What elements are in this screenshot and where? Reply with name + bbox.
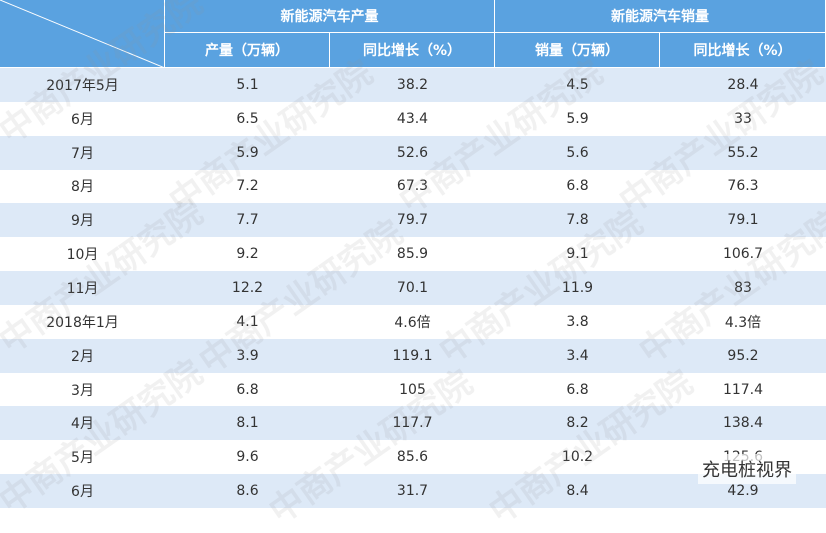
table-cell: 95.2	[660, 338, 826, 373]
table-cell: 117.4	[722, 381, 764, 398]
row-label: 4月	[0, 406, 165, 441]
table-cell: 119.1	[330, 338, 495, 373]
table-cell: 8.6	[165, 474, 330, 508]
row-label: 5月	[71, 450, 94, 467]
table-cell: 5.9	[165, 135, 330, 170]
row-label: 3月	[71, 382, 94, 399]
table-cell: 3.4	[495, 338, 660, 373]
table-cell: 3.8	[566, 313, 589, 330]
group-header: 新能源汽车销量	[495, 0, 826, 33]
table-cell: 4.1	[236, 313, 259, 330]
table-cell: 8.4	[495, 474, 660, 508]
table-cell: 12.2	[165, 271, 330, 305]
table-cell: 83	[660, 271, 826, 305]
table-cell: 7.7	[165, 203, 330, 238]
table-cell: 76.3	[727, 178, 759, 195]
table-cell: 6.5	[236, 110, 259, 127]
row-label: 9月	[0, 203, 165, 238]
table-cell: 6.8	[566, 381, 589, 398]
table-cell: 31.7	[330, 474, 495, 508]
table-cell: 4.3倍	[724, 314, 762, 331]
table-cell: 8.1	[165, 406, 330, 441]
table-cell: 138.4	[660, 406, 826, 441]
row-label: 6月	[0, 474, 165, 508]
table-cell: 105	[399, 381, 426, 398]
table-cell: 67.3	[396, 178, 429, 195]
row-label: 10月	[66, 247, 99, 264]
table-cell: 85.9	[396, 246, 429, 263]
column-header: 销量（万辆）	[495, 33, 660, 68]
table-cell: 9.6	[236, 449, 259, 466]
group-header: 新能源汽车产量	[165, 0, 495, 33]
table-cell: 38.2	[330, 68, 495, 102]
data-table: 新能源汽车产量 新能源汽车销量 产量（万辆） 同比增长（%） 销量（万辆） 同比增长（%）…	[0, 0, 826, 508]
table-cell: 9.2	[236, 246, 259, 263]
corner-diagonal	[0, 0, 165, 68]
table-cell: 6.8	[236, 381, 259, 398]
table-cell: 10.2	[561, 449, 594, 466]
table-cell: 28.4	[660, 68, 826, 102]
table-cell: 7.8	[495, 203, 660, 238]
table-cell: 4.5	[495, 68, 660, 102]
row-label: 7月	[0, 135, 165, 170]
row-label: 11月	[0, 271, 165, 305]
table-cell: 70.1	[330, 271, 495, 305]
table-cell: 5.1	[165, 68, 330, 102]
table-cell: 7.2	[236, 178, 259, 195]
table-cell: 33	[734, 110, 752, 127]
table-cell: 8.2	[495, 406, 660, 441]
table-cell: 117.7	[330, 406, 495, 441]
table-cell: 43.4	[396, 110, 429, 127]
row-label: 2018年1月	[46, 314, 119, 331]
table-cell: 79.1	[660, 203, 826, 238]
row-label: 6月	[71, 111, 94, 128]
table-cell: 11.9	[495, 271, 660, 305]
table-cell: 5.9	[566, 110, 589, 127]
table-cell: 55.2	[660, 135, 826, 170]
logo-text: 充电桩视界	[698, 454, 796, 484]
table-cell: 5.6	[495, 135, 660, 170]
table-cell: 6.8	[566, 178, 589, 195]
table-cell: 4.6倍	[394, 314, 431, 331]
column-header: 产量（万辆）	[165, 33, 330, 68]
table-cell: 52.6	[330, 135, 495, 170]
row-label: 2月	[0, 338, 165, 373]
table-cell: 85.6	[396, 449, 429, 466]
table-cell: 9.1	[566, 246, 589, 263]
table-cell: 106.7	[722, 246, 764, 263]
row-label: 2017年5月	[0, 68, 165, 102]
column-header: 同比增长（%）	[660, 33, 826, 68]
table-cell: 3.9	[165, 338, 330, 373]
column-header: 同比增长（%）	[330, 33, 495, 68]
table-cell: 79.7	[330, 203, 495, 238]
row-label: 8月	[71, 179, 94, 196]
